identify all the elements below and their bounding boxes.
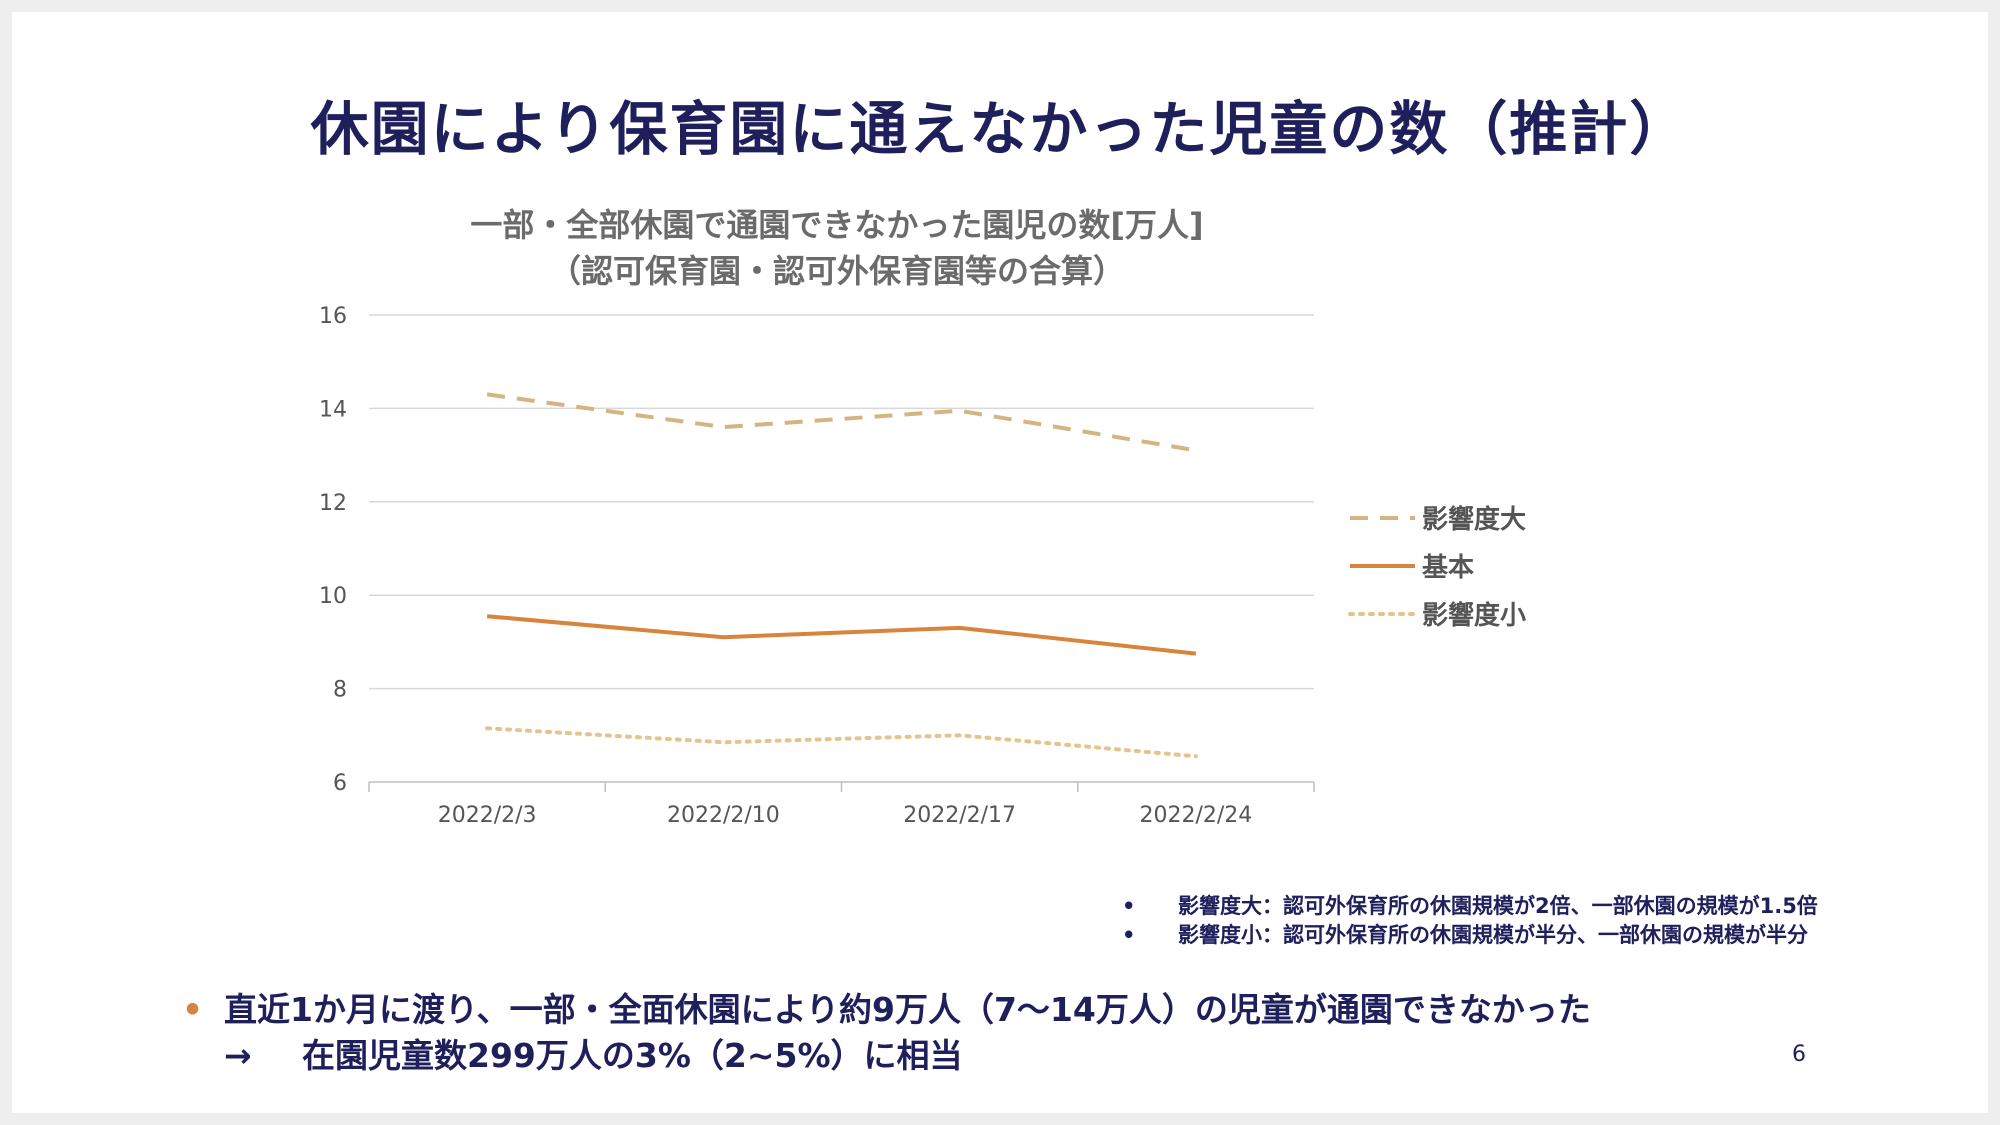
x-tick-label: 2022/2/3 (438, 803, 537, 828)
x-axis-tick-labels: 2022/2/3 2022/2/10 2022/2/17 2022/2/24 (438, 803, 1253, 828)
summary-text-1: 直近1か月に渡り、一部・全面休園により約9万人（7～14万人）の児童が通園できな… (224, 990, 1591, 1029)
chart-subtitle: （認可保育園・認可外保育園等の合算） (548, 252, 1125, 290)
note-bullet: • (1122, 923, 1136, 947)
y-tick-label: 10 (319, 584, 347, 609)
arrow-icon: → (224, 1036, 252, 1075)
series-line (486, 392, 1197, 453)
y-tick-label: 8 (333, 678, 347, 703)
chart-title: 一部・全部休園で通園できなかった園児の数[万人] (470, 206, 1204, 244)
legend-label: 影響度大 (1422, 504, 1526, 535)
chart-title-block: 一部・全部休園で通園できなかった園児の数[万人] （認可保育園・認可外保育園等の… (362, 202, 1312, 294)
note-text: 影響度小：認可外保育所の休園規模が半分、一部休園の規模が半分 (1178, 923, 1808, 947)
legend-label: 基本 (1422, 553, 1474, 583)
y-tick-label: 14 (319, 397, 347, 422)
gridlines (369, 314, 1314, 690)
y-tick-label: 6 (333, 771, 347, 796)
summary-bullet: • (182, 990, 204, 1029)
summary-line-2: → 在園児童数299万人の3%（2~5%）に相当 (182, 1033, 1591, 1079)
y-axis-tick-labels: 6 8 10 12 14 16 (319, 304, 347, 796)
summary-text-2: 在園児童数299万人の3%（2~5%）に相当 (302, 1036, 963, 1075)
notes: • 影響度大：認可外保育所の休園規模が2倍、一部休園の規模が1.5倍 • 影響度小：… (1112, 892, 1818, 950)
slide-title: 休園により保育園に通えなかった児童の数（推計） (310, 95, 1690, 163)
x-tick-label: 2022/2/10 (667, 803, 780, 828)
series-line (485, 726, 1198, 759)
note-bullet: • (1122, 894, 1136, 918)
page-number: 6 (1792, 1042, 1806, 1067)
series-lines (485, 392, 1198, 759)
summary: • 直近1か月に渡り、一部・全面休園により約9万人（7～14万人）の児童が通園でき… (182, 987, 1591, 1079)
x-axis (368, 781, 1315, 792)
series-line (486, 614, 1197, 656)
slide: 休園により保育園に通えなかった児童の数（推計） 一部・全部休園で通園できなかった… (12, 12, 1988, 1113)
x-tick-label: 2022/2/17 (903, 803, 1016, 828)
summary-line-1: • 直近1か月に渡り、一部・全面休園により約9万人（7～14万人）の児童が通園でき… (182, 987, 1591, 1033)
note-item: • 影響度小：認可外保育所の休園規模が半分、一部休園の規模が半分 (1112, 921, 1818, 950)
y-tick-label: 16 (319, 304, 347, 329)
x-tick-label: 2022/2/24 (1139, 803, 1252, 828)
note-item: • 影響度大：認可外保育所の休園規模が2倍、一部休園の規模が1.5倍 (1112, 892, 1818, 921)
legend-label: 影響度小 (1422, 600, 1526, 631)
note-text: 影響度大：認可外保育所の休園規模が2倍、一部休園の規模が1.5倍 (1178, 894, 1818, 918)
y-tick-label: 12 (319, 491, 347, 516)
